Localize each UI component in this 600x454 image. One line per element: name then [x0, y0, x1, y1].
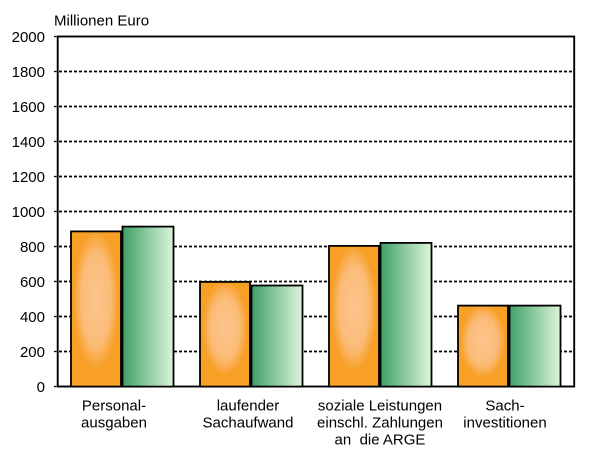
svg-text:soziale Leistungen: soziale Leistungen	[318, 398, 442, 415]
svg-text:einschl. Zahlungen: einschl. Zahlungen	[317, 415, 443, 432]
svg-text:400: 400	[20, 309, 45, 326]
svg-text:ausgaben: ausgaben	[81, 415, 147, 432]
svg-text:0: 0	[37, 379, 45, 396]
svg-text:200: 200	[20, 344, 45, 361]
svg-text:Sachaufwand: Sachaufwand	[203, 415, 294, 432]
svg-text:1600: 1600	[12, 99, 45, 116]
svg-text:2000: 2000	[12, 29, 45, 46]
svg-text:an die ARGE: an die ARGE	[335, 432, 426, 449]
svg-text:1000: 1000	[12, 204, 45, 221]
svg-text:800: 800	[20, 239, 45, 256]
svg-text:investitionen: investitionen	[463, 415, 546, 432]
svg-text:600: 600	[20, 274, 45, 291]
svg-text:1200: 1200	[12, 169, 45, 186]
svg-text:Sach-: Sach-	[485, 398, 524, 415]
svg-text:laufender: laufender	[217, 398, 280, 415]
svg-text:1400: 1400	[12, 134, 45, 151]
svg-text:Millionen Euro: Millionen Euro	[54, 13, 149, 30]
svg-text:1800: 1800	[12, 64, 45, 81]
svg-text:Personal-: Personal-	[82, 398, 146, 415]
